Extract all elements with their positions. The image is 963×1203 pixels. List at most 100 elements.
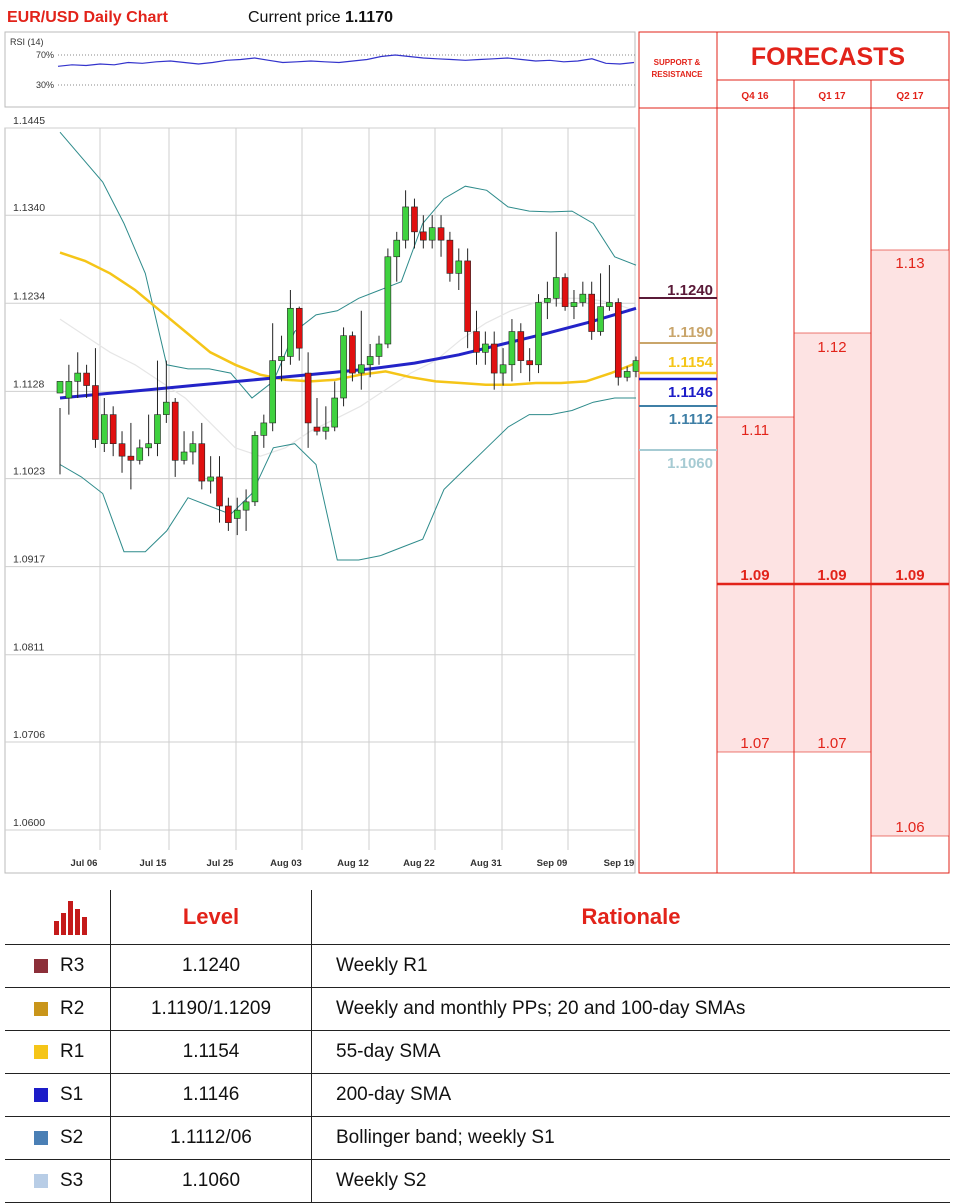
table-row: R2 1.1190/1.1209 Weekly and monthly PPs; 2… [5,987,950,1031]
candle-body [588,293,595,332]
table-row: R1 1.1154 55-day SMA [5,1030,950,1074]
level-rationale: Weekly R1 [311,944,950,988]
candle-body [517,331,525,361]
current-price-value: 1.1170 [345,9,393,26]
level-code-cell: S3 [5,1159,111,1203]
forecasts-title: FORECASTS [751,43,905,71]
color-swatch [34,1001,48,1016]
chart-canvas: EUR/USD Daily Chart Current price 1.1170… [4,9,950,874]
rationale-header: Rationale [311,890,950,945]
x-tick-label: Sep 19 [604,858,635,869]
y-tick-label: 1.1023 [13,466,45,478]
candle [251,431,259,506]
quarter-q1-17: Q1 17 [818,91,846,102]
candle-body [83,372,90,386]
candle-body [163,401,170,415]
candle [606,265,613,311]
level-code: R2 [60,997,85,1019]
candle [136,439,144,465]
candle [366,344,374,378]
forecast-upper-q1-17: 1.12 [817,339,846,356]
table-row: S1 1.1146 200-day SMA [5,1073,950,1117]
candle-body [349,335,356,374]
color-swatch [34,1044,48,1059]
candle-body [233,509,241,519]
candle [313,398,321,436]
current-price-label: Current price 1.1170 [248,9,393,26]
forecasts-panel: SUPPORT & RESISTANCE FORECASTS Q4 16 Q1 … [638,31,950,874]
candle [278,335,285,382]
candle [446,231,454,282]
candle [482,331,489,365]
candle-body [597,306,604,332]
candle [490,331,498,390]
level-value: 1.1240 [110,944,312,988]
level-s2-label: 1.1112 [669,411,713,428]
candle-body [623,371,631,378]
chart-grid [5,127,636,850]
rsi-label: RSI (14) [10,37,44,47]
candle-body [189,443,197,453]
candle-body [473,331,480,353]
candle [189,431,197,465]
y-tick-label: 1.0917 [13,554,45,566]
price-chart-panel [4,127,636,874]
candle [322,406,330,440]
sma-55-line [59,251,637,386]
candle [535,294,542,374]
y-tick-label: 1.1128 [13,378,44,390]
candle [570,290,578,320]
candle [428,215,436,249]
candle-body [366,356,374,366]
candle-body [411,206,418,233]
table-row: R3 1.1240 Weekly R1 [5,944,950,988]
candle [384,248,392,349]
candle-body [632,360,640,372]
candle-body [570,302,578,307]
candle-body [402,206,409,241]
candle-body [136,447,144,461]
y-axis-ticks: 1.1445 1.1340 1.1234 1.1128 1.1023 1.0917 1.08… [13,115,45,829]
candle [233,497,241,536]
y-tick-label: 1.0706 [13,729,45,741]
candle-body [295,307,303,349]
color-swatch [34,1087,48,1102]
candle-body [101,414,108,444]
candle-body [260,422,268,436]
level-code: S1 [60,1083,84,1105]
candle [109,406,117,457]
candlesticks [56,190,640,536]
rsi-panel [4,31,636,108]
candle [163,360,170,423]
candle [402,190,409,249]
level-rationale: 200-day SMA [311,1073,950,1117]
bollinger-middle [59,297,637,457]
candle-body [437,227,445,241]
candle [579,281,587,307]
forecast-lower-q1-17: 1.07 [817,735,846,752]
candle-body [278,356,285,361]
x-tick-label: Sep 09 [537,858,568,869]
candle-body [384,256,392,345]
candle [508,319,516,382]
candle [614,298,622,386]
bar-chart-icon [53,901,87,935]
level-value: 1.1154 [110,1030,312,1074]
candle [393,231,401,282]
candle [92,348,99,448]
candle-body [357,364,365,374]
level-code: R1 [60,1040,85,1062]
candle-body [508,331,516,366]
candle [207,456,214,494]
forecast-upper-q2-17: 1.13 [895,255,924,272]
forecast-upper-q4-16: 1.11 [741,422,769,439]
y-tick-label: 1.1445 [13,115,45,127]
level-code: S2 [60,1126,84,1148]
table-row: S3 1.1060 Weekly S2 [5,1159,950,1203]
candle [65,364,73,415]
candle [101,398,108,452]
sr-label-line1: SUPPORT & [654,58,701,67]
candle [473,310,480,365]
candle-body [455,260,463,274]
candle [349,331,356,382]
